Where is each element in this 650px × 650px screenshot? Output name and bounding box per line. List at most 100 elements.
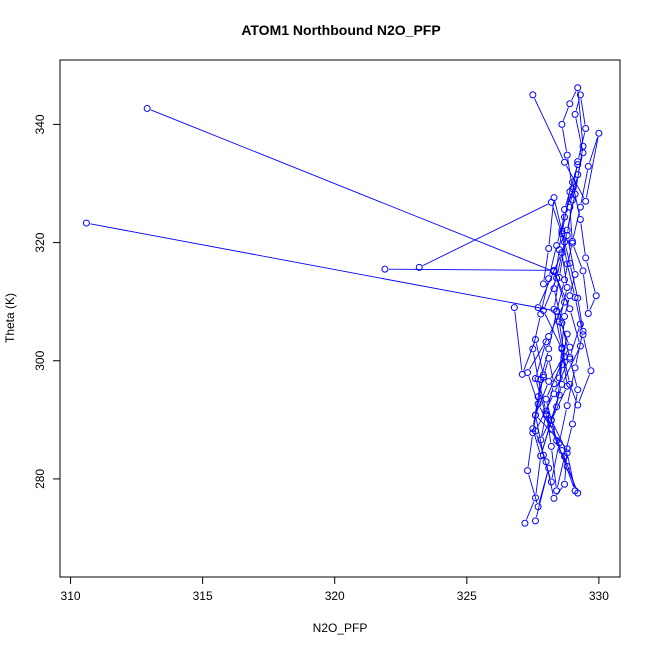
series-segment	[562, 107, 569, 121]
x-tick-label: 315	[193, 589, 213, 603]
series-6	[415, 198, 571, 460]
data-point	[576, 91, 584, 99]
series-segment	[554, 201, 562, 227]
series-segment	[557, 314, 569, 344]
data-point	[545, 354, 553, 362]
data-point	[561, 276, 569, 284]
series-segment	[580, 170, 588, 204]
series-segment	[388, 268, 550, 271]
y-tick-label: 340	[33, 114, 47, 134]
series-segment	[589, 299, 596, 311]
series-segment	[533, 352, 538, 376]
data-point	[542, 338, 550, 346]
series-segment	[547, 360, 564, 396]
series-segment	[528, 376, 538, 401]
series-segment	[554, 281, 560, 306]
data-point	[521, 519, 529, 527]
data-point	[381, 265, 389, 273]
y-axis-label: Theta (K)	[3, 293, 17, 343]
series-segment	[541, 417, 546, 437]
data-point	[550, 390, 558, 398]
data-point	[143, 104, 151, 112]
series-segment	[570, 312, 580, 343]
series-segment	[562, 237, 567, 260]
data-point	[545, 244, 553, 252]
data-point	[584, 162, 592, 170]
series-segment	[150, 109, 551, 271]
series-segment	[580, 98, 586, 125]
series-segment	[562, 195, 570, 230]
chart-title: ATOM1 Northbound N2O_PFP	[241, 22, 440, 38]
series-segment	[562, 454, 577, 490]
series-segment	[566, 165, 585, 198]
series-segment	[529, 339, 548, 370]
series-segment	[571, 91, 577, 101]
y-tick-label: 300	[33, 350, 47, 370]
series-segment	[583, 338, 591, 367]
data-point	[415, 263, 423, 271]
data-point	[568, 420, 576, 428]
data-point	[563, 283, 571, 291]
data-point	[561, 213, 569, 221]
series-segment	[544, 281, 556, 307]
series-segment	[548, 201, 554, 245]
data-point	[545, 333, 553, 341]
series-segment	[575, 335, 583, 365]
series-segment	[534, 98, 564, 159]
data-point	[566, 259, 574, 267]
series-segment	[570, 387, 577, 402]
series-segment	[541, 398, 559, 453]
data-point	[531, 494, 539, 502]
series-segment	[575, 150, 583, 191]
data-point	[561, 312, 569, 320]
data-point	[574, 489, 582, 497]
data-point	[547, 442, 555, 450]
x-tick-label: 320	[325, 589, 345, 603]
series-segment	[570, 267, 578, 295]
data-point	[579, 267, 587, 275]
series-segment	[575, 301, 583, 331]
data-point	[576, 203, 584, 211]
data-point	[561, 353, 569, 361]
data-point	[566, 353, 574, 361]
data-point	[553, 307, 561, 315]
series-segment	[567, 371, 575, 402]
data-point	[542, 411, 550, 419]
data-point	[534, 400, 542, 408]
data-point	[561, 298, 569, 306]
series-2	[529, 91, 603, 486]
data-point	[542, 458, 550, 466]
data-point	[563, 151, 571, 159]
data-point	[534, 375, 542, 383]
series-segment	[552, 432, 567, 464]
series-segment	[567, 267, 575, 294]
series-segment	[565, 427, 572, 453]
series-segment	[557, 283, 565, 308]
data-point	[579, 142, 587, 150]
data-point	[566, 343, 574, 351]
data-point	[592, 292, 600, 300]
data-point	[579, 149, 587, 157]
data-point	[574, 158, 582, 166]
series-segment	[552, 206, 564, 239]
series-segment	[536, 345, 546, 375]
data-point	[587, 367, 595, 375]
data-point	[561, 158, 569, 166]
data-point	[531, 335, 539, 343]
series-segment	[557, 245, 565, 275]
data-point	[553, 242, 561, 250]
data-point	[566, 188, 574, 196]
series-layer	[82, 84, 603, 527]
series-segment	[563, 349, 580, 381]
x-axis: 310 315 320 325 330	[61, 576, 609, 603]
data-point	[518, 370, 526, 378]
series-segment	[544, 313, 561, 346]
series-segment	[562, 128, 567, 152]
series-segment	[585, 137, 599, 198]
series-segment	[559, 409, 567, 440]
series-segment	[536, 382, 546, 412]
data-point	[534, 503, 542, 511]
data-point	[531, 374, 539, 382]
data-point	[553, 274, 561, 282]
